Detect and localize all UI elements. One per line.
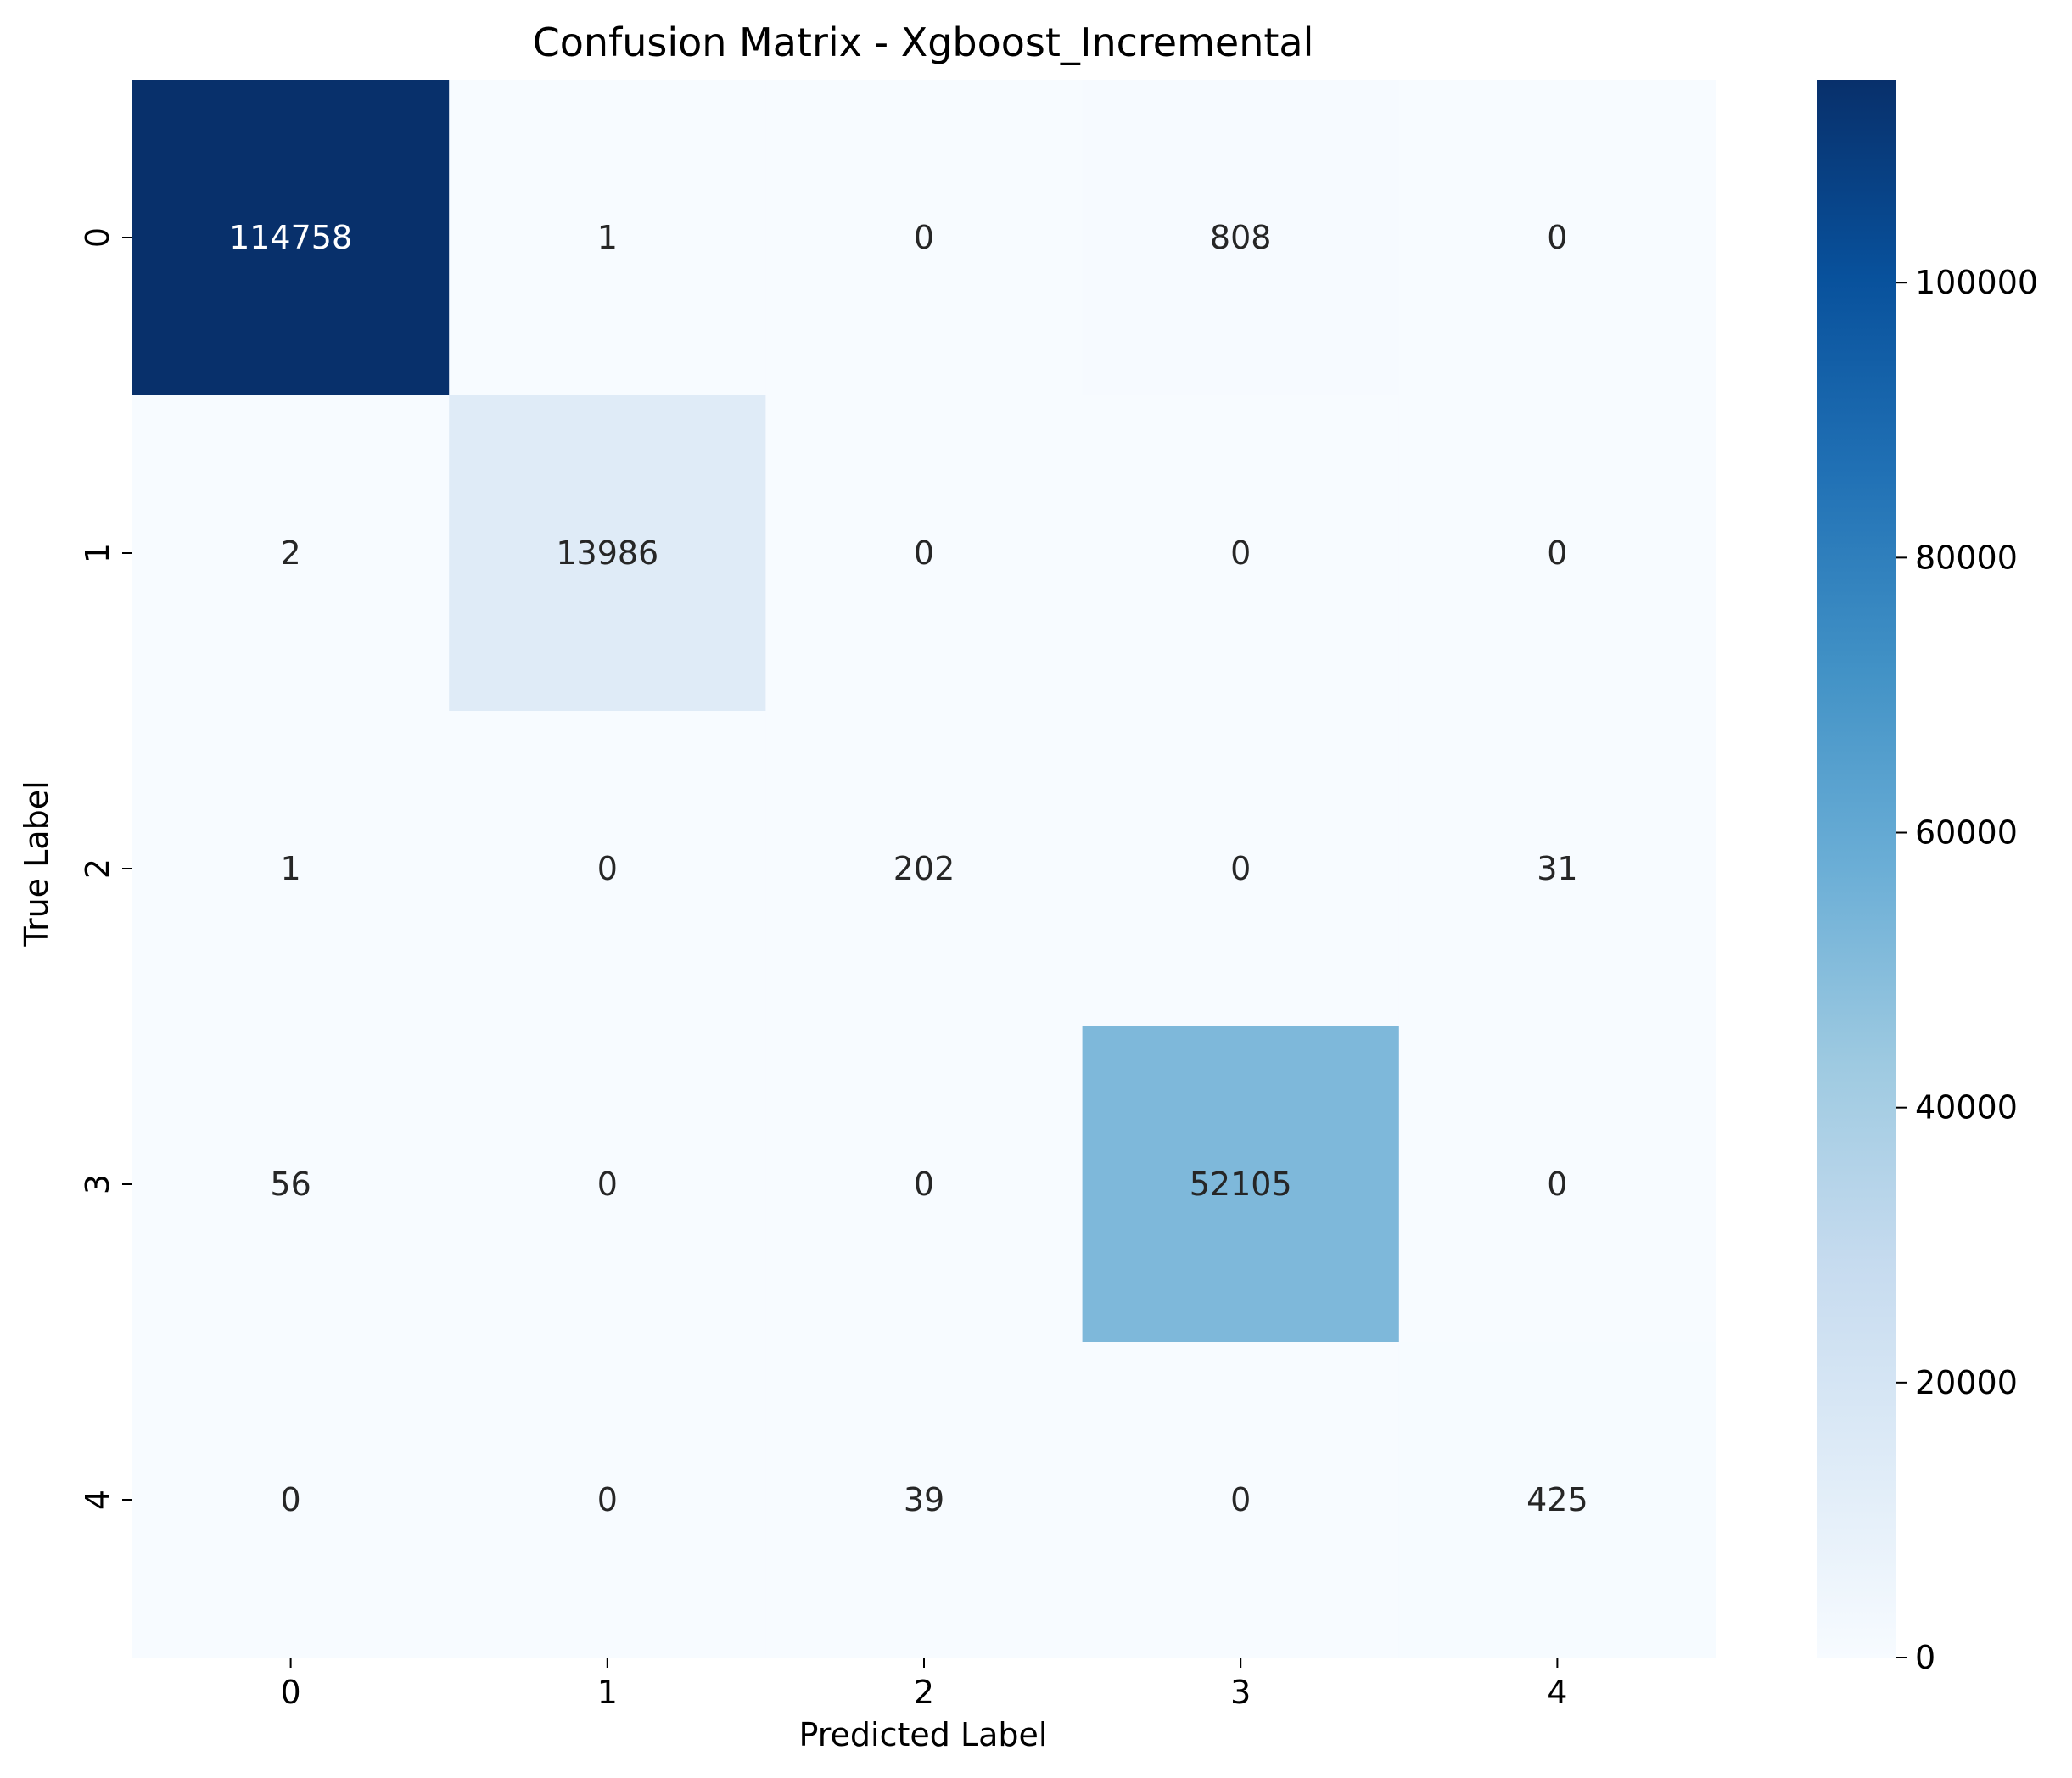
y-tick-label-0: 0: [79, 227, 116, 248]
heatmap-cell-2-4: [1398, 711, 1716, 1027]
heatmap-cell-3-2: [765, 1026, 1084, 1343]
heatmap-cell-4-2: [765, 1342, 1084, 1658]
heatmap-cell-values: 114758 1 0 808 0 2 13986 0 0 0 1 0 202 0 31 56 0 0 52105 0 0…: [229, 219, 1588, 1518]
colorbar-tick-label-2: 40000: [1915, 1089, 2018, 1127]
colorbar-ticks: 0 20000 40000 60000 80000 100000: [1896, 264, 2038, 1676]
cell-value-4-0: 0: [281, 1481, 301, 1518]
colorbar-tick-label-5: 100000: [1915, 264, 2038, 301]
heatmap-cell-2-1: [449, 711, 766, 1027]
heatmap-cell-4-1: [449, 1342, 766, 1658]
heatmap-cell-0-3: [1082, 80, 1400, 396]
cell-value-0-1: 1: [597, 219, 618, 256]
colorbar-tick-label-0: 0: [1915, 1639, 1935, 1676]
heatmap-cell-4-4: [1398, 1342, 1716, 1658]
y-tick-label-2: 2: [79, 858, 116, 879]
cell-value-4-4: 425: [1526, 1481, 1588, 1518]
heatmap-cell-1-0: [132, 395, 450, 712]
x-axis-label: Predicted Label: [799, 1716, 1048, 1753]
heatmap-cell-4-3: [1082, 1342, 1400, 1658]
cell-value-2-0: 1: [281, 850, 301, 887]
y-tick-label-4: 4: [79, 1490, 116, 1510]
colorbar-tick-label-1: 20000: [1915, 1364, 2018, 1401]
colorbar-tick-label-4: 80000: [1915, 539, 2018, 576]
cell-value-3-3: 52105: [1190, 1166, 1292, 1203]
y-axis-label: True Label: [18, 780, 55, 947]
heatmap-cell-1-1: [449, 395, 766, 712]
cell-value-1-2: 0: [914, 534, 934, 572]
heatmap-cell-0-4: [1398, 80, 1716, 396]
heatmap-cell-4-0: [132, 1342, 450, 1658]
colorbar: [1817, 80, 1896, 1658]
heatmap-cell-3-3: [1082, 1026, 1400, 1343]
cell-value-1-0: 2: [281, 534, 301, 572]
heatmap-cell-3-4: [1398, 1026, 1716, 1343]
cell-value-0-4: 0: [1547, 219, 1567, 256]
y-axis-ticks: 0 1 2 3 4: [79, 227, 132, 1510]
cell-value-3-0: 56: [270, 1166, 311, 1203]
heatmap-cell-0-2: [765, 80, 1084, 396]
y-tick-label-1: 1: [79, 543, 116, 563]
cell-value-3-4: 0: [1547, 1166, 1567, 1203]
cell-value-2-2: 202: [893, 850, 955, 887]
cell-value-3-1: 0: [597, 1166, 618, 1203]
cell-value-2-1: 0: [597, 850, 618, 887]
cell-value-1-1: 13986: [556, 534, 658, 572]
cell-value-0-2: 0: [914, 219, 934, 256]
x-tick-label-1: 1: [597, 1674, 618, 1711]
cell-value-2-4: 31: [1537, 850, 1577, 887]
heatmap-cell-1-2: [765, 395, 1084, 712]
x-tick-label-3: 3: [1230, 1674, 1251, 1711]
cell-value-4-2: 39: [904, 1481, 944, 1518]
x-tick-label-4: 4: [1547, 1674, 1567, 1711]
cell-value-0-3: 808: [1210, 219, 1272, 256]
heatmap-cell-2-0: [132, 711, 450, 1027]
chart-title: Confusion Matrix - Xgboost_Incremental: [533, 20, 1314, 65]
cell-value-2-3: 0: [1230, 850, 1251, 887]
cell-value-1-3: 0: [1230, 534, 1251, 572]
y-tick-label-3: 3: [79, 1174, 116, 1194]
heatmap-cell-1-3: [1082, 395, 1400, 712]
heatmap-cell-3-1: [449, 1026, 766, 1343]
heatmap-cells: [132, 80, 1716, 1658]
heatmap-cell-1-4: [1398, 395, 1716, 712]
cell-value-1-4: 0: [1547, 534, 1567, 572]
cell-value-4-1: 0: [597, 1481, 618, 1518]
heatmap-cell-0-0: [132, 80, 450, 396]
cell-value-4-3: 0: [1230, 1481, 1251, 1518]
x-axis-ticks: 0 1 2 3 4: [281, 1658, 1567, 1711]
heatmap-cell-2-3: [1082, 711, 1400, 1027]
colorbar-tick-label-3: 60000: [1915, 814, 2018, 852]
x-tick-label-2: 2: [914, 1674, 934, 1711]
cell-value-0-0: 114758: [229, 219, 352, 256]
heatmap-cell-0-1: [449, 80, 766, 396]
cell-value-3-2: 0: [914, 1166, 934, 1203]
heatmap-cell-2-2: [765, 711, 1084, 1027]
heatmap-cell-3-0: [132, 1026, 450, 1343]
x-tick-label-0: 0: [281, 1674, 301, 1711]
